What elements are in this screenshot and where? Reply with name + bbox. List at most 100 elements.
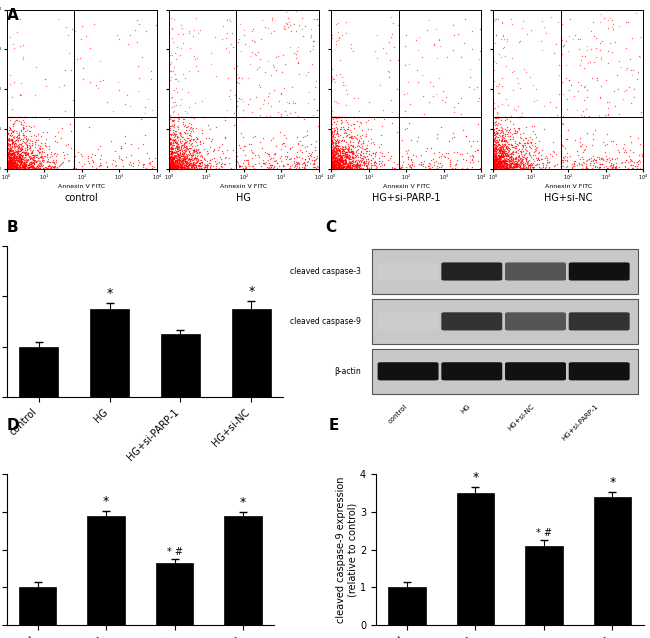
Point [332, 142, 343, 152]
Point [328, 163, 339, 174]
Point [492, 155, 502, 165]
Point [326, 150, 336, 160]
Point [329, 159, 339, 169]
Point [5, 32, 16, 42]
Point [500, 163, 511, 174]
Point [421, 146, 432, 156]
Point [492, 163, 502, 173]
Point [506, 162, 516, 172]
Point [193, 156, 203, 166]
Point [166, 139, 177, 149]
Point [147, 163, 157, 174]
Point [330, 147, 341, 157]
Point [166, 143, 177, 153]
Point [495, 144, 505, 154]
Point [490, 152, 501, 162]
Point [171, 161, 181, 172]
Point [501, 145, 512, 156]
Point [5, 112, 16, 122]
Point [333, 154, 344, 164]
Point [492, 161, 502, 171]
Point [524, 160, 534, 170]
Point [624, 151, 634, 161]
Point [330, 129, 341, 139]
Point [14, 155, 24, 165]
Point [166, 163, 177, 173]
Point [335, 160, 346, 170]
Point [15, 153, 25, 163]
Point [174, 161, 185, 172]
Point [193, 145, 203, 156]
Point [190, 54, 200, 64]
Point [343, 122, 354, 133]
Point [170, 162, 180, 172]
Point [500, 93, 511, 103]
Point [180, 135, 190, 145]
Point [499, 139, 510, 149]
Point [13, 147, 23, 158]
Point [294, 163, 305, 174]
Point [437, 149, 447, 160]
Point [590, 157, 601, 167]
Point [18, 141, 28, 151]
Point [169, 162, 179, 172]
Point [329, 163, 339, 173]
Point [335, 157, 345, 167]
Point [180, 125, 190, 135]
Point [165, 66, 176, 76]
Point [337, 143, 347, 153]
Point [572, 160, 582, 170]
Point [506, 112, 516, 122]
Point [338, 142, 348, 152]
Point [265, 135, 276, 145]
Point [45, 163, 55, 173]
Point [491, 154, 501, 165]
Point [519, 152, 529, 163]
Point [182, 157, 192, 167]
Point [177, 159, 187, 169]
Point [328, 157, 339, 167]
Point [56, 133, 66, 143]
Point [178, 117, 188, 127]
Point [270, 156, 280, 166]
Point [497, 145, 507, 156]
Point [3, 160, 14, 170]
Point [463, 136, 474, 146]
Point [328, 138, 339, 148]
Point [200, 155, 211, 165]
Point [167, 156, 177, 166]
Point [511, 142, 521, 152]
Point [503, 163, 514, 174]
Point [29, 149, 39, 160]
Point [437, 160, 447, 170]
Point [355, 155, 365, 165]
Point [5, 157, 16, 167]
Text: HG+si-PARP-1: HG+si-PARP-1 [560, 403, 599, 441]
Point [170, 152, 180, 163]
Point [355, 159, 365, 169]
Point [29, 151, 39, 161]
Point [347, 156, 358, 166]
Point [333, 163, 343, 174]
Point [231, 96, 242, 107]
Point [342, 162, 352, 172]
Point [164, 133, 175, 144]
Point [438, 86, 448, 96]
Point [335, 69, 345, 79]
Point [489, 158, 500, 168]
Point [493, 154, 504, 164]
Point [491, 160, 501, 170]
Point [625, 154, 636, 165]
Point [6, 145, 16, 156]
Point [300, 154, 311, 165]
Point [49, 162, 60, 172]
Point [558, 119, 568, 129]
Point [386, 94, 396, 105]
Point [498, 144, 508, 154]
Point [168, 115, 178, 126]
Point [279, 130, 289, 140]
Point [389, 156, 399, 167]
Point [25, 143, 35, 153]
Point [176, 147, 187, 158]
Point [6, 161, 16, 171]
